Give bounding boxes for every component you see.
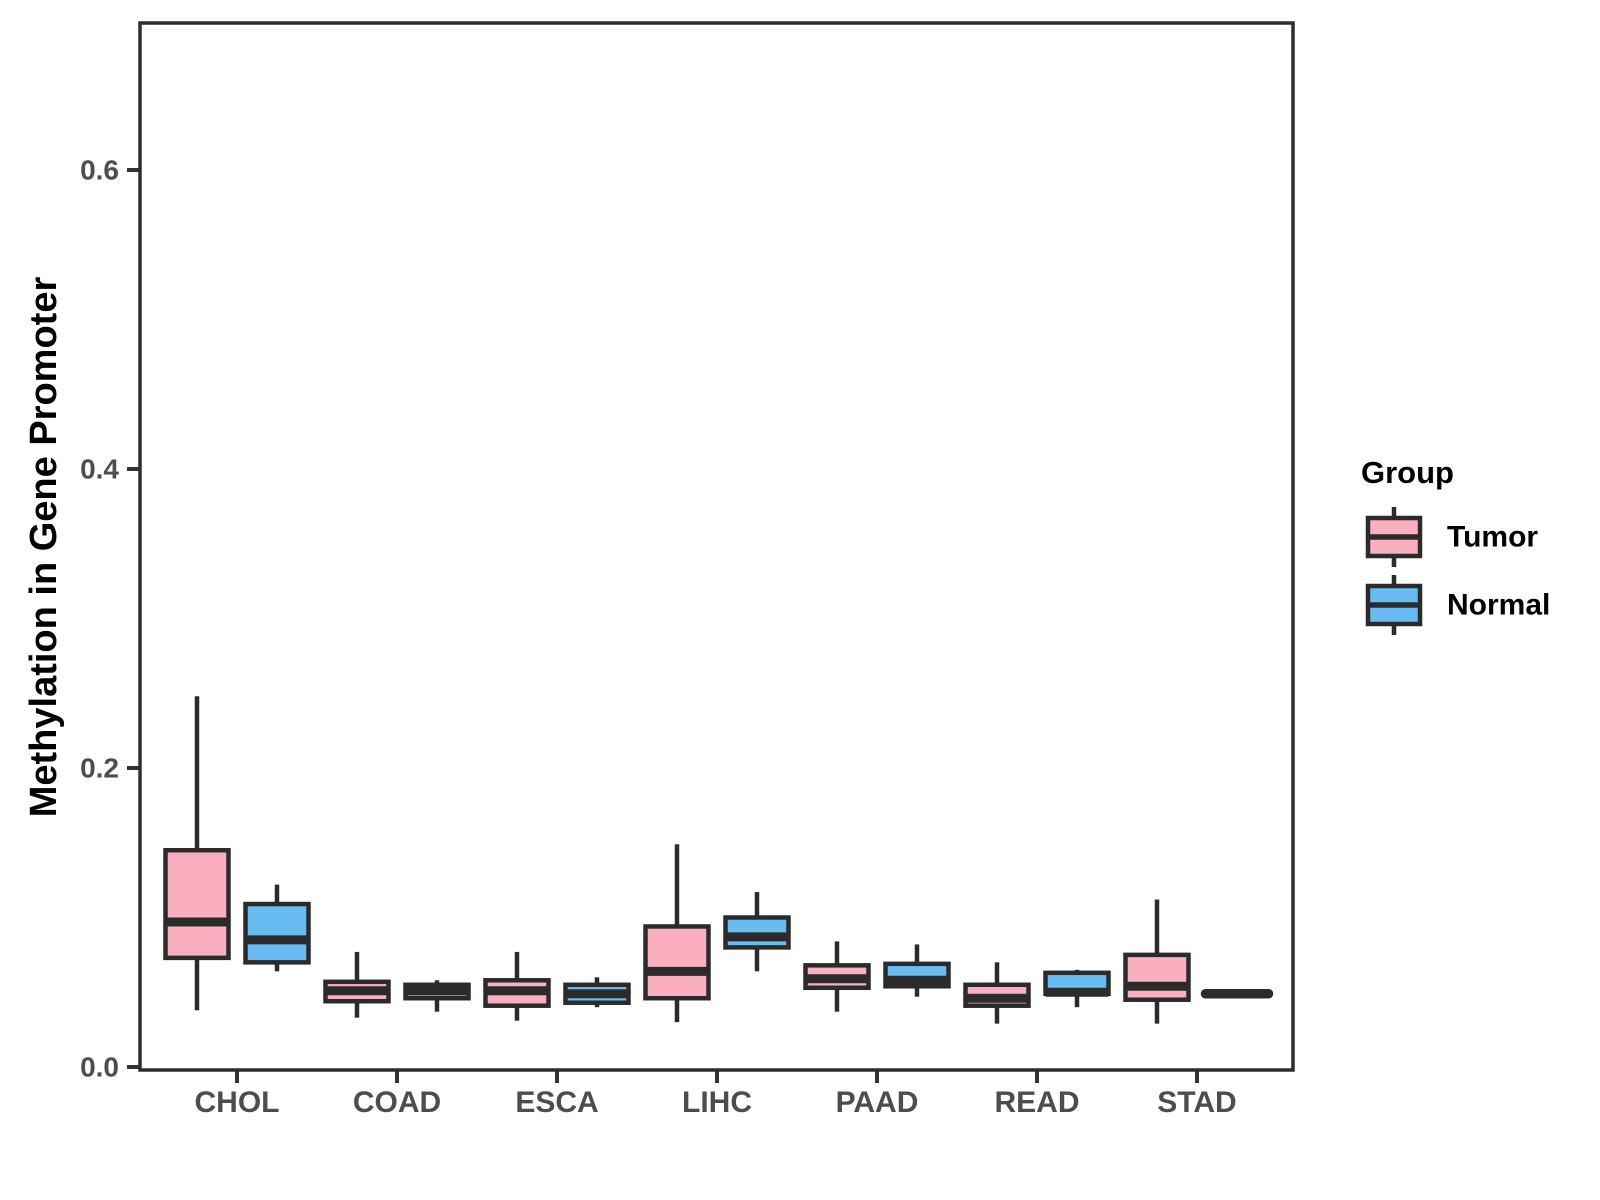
legend: Tumor Normal bbox=[1365, 507, 1550, 635]
y-tick-label: 0.6 bbox=[80, 155, 119, 186]
boxplot-box bbox=[163, 847, 231, 961]
series-tumor bbox=[163, 696, 1191, 1024]
x-category-label: STAD bbox=[1157, 1086, 1236, 1119]
y-tick-label: 0.0 bbox=[80, 1052, 119, 1083]
panel-border-layer bbox=[138, 21, 1295, 1072]
legend-entry-tumor: Tumor bbox=[1365, 507, 1538, 567]
boxplot-box bbox=[643, 924, 711, 1001]
series-normal bbox=[243, 884, 1274, 1012]
legend-entry-normal: Normal bbox=[1365, 575, 1550, 635]
legend-label: Normal bbox=[1447, 589, 1550, 622]
boxplot-box bbox=[243, 901, 311, 965]
x-category-label: ESCA bbox=[515, 1086, 598, 1119]
x-category-label: PAAD bbox=[836, 1086, 919, 1119]
y-axis-title: Methylation in Gene Promoter bbox=[23, 277, 65, 818]
legend-label: Tumor bbox=[1447, 521, 1538, 554]
boxplot-box bbox=[1123, 952, 1191, 1002]
x-category-label: COAD bbox=[353, 1086, 441, 1119]
boxes-layer bbox=[163, 696, 1274, 1024]
legend-title: Group bbox=[1361, 455, 1454, 490]
x-category-label: CHOL bbox=[195, 1086, 280, 1119]
panel-border bbox=[138, 21, 1295, 1072]
x-category-label: READ bbox=[994, 1086, 1079, 1119]
x-category-label: LIHC bbox=[682, 1086, 752, 1119]
axes-layer: 0.0 0.2 0.4 0.6 CHOL COAD ESCA LIHC PAAD READ STAD bbox=[80, 155, 1237, 1119]
y-tick-label: 0.2 bbox=[80, 753, 119, 784]
y-tick-label: 0.4 bbox=[80, 454, 119, 485]
